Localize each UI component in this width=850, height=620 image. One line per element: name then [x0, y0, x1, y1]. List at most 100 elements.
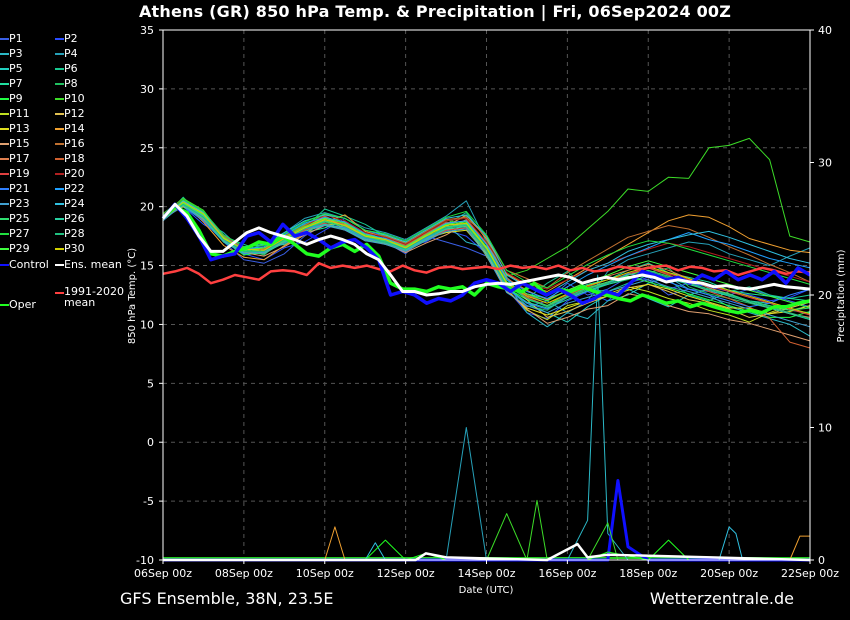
x-axis-label: Date (UTC)	[459, 585, 514, 596]
legend-swatch	[55, 248, 64, 250]
legend-swatch	[55, 203, 64, 205]
y-right-tick-label: 10	[818, 422, 832, 435]
temperature-series	[161, 137, 811, 349]
y-tick-label: 25	[140, 142, 154, 155]
member-line-p28	[162, 203, 811, 320]
y-axis-label-left: 850 hPa Temp. (°C)	[127, 248, 138, 344]
legend-swatch	[55, 292, 64, 294]
legend-label: P23	[9, 197, 30, 210]
legend-label: P7	[9, 77, 23, 90]
legend-swatch	[0, 158, 9, 160]
y-tick-label: 10	[140, 318, 154, 331]
legend-swatch	[55, 158, 64, 160]
legend-label: P9	[9, 92, 23, 105]
legend-label: P25	[9, 212, 30, 225]
legend-label: P4	[64, 47, 78, 60]
legend-label: P14	[64, 122, 85, 135]
legend-swatch	[55, 68, 64, 70]
legend-swatch	[55, 173, 64, 175]
legend-swatch	[0, 264, 9, 266]
legend-swatch	[0, 143, 9, 145]
legend-label: P28	[64, 227, 85, 240]
legend-label: P16	[64, 137, 85, 150]
legend-label: P8	[64, 77, 78, 90]
legend-label: P27	[9, 227, 30, 240]
legend-swatch	[0, 203, 9, 205]
legend-label: P2	[64, 32, 78, 45]
y-tick-label: 5	[147, 377, 154, 390]
legend-label: P6	[64, 62, 78, 75]
x-tick-label: 22Sep 00z	[781, 567, 839, 580]
legend-label: P10	[64, 92, 85, 105]
ens-mean-line	[161, 202, 811, 297]
legend-swatch	[0, 113, 9, 115]
legend-swatch	[55, 83, 64, 85]
y-tick-label: 30	[140, 83, 154, 96]
legend-label: P20	[64, 167, 85, 180]
legend-swatch	[0, 173, 9, 175]
legend-swatch	[55, 264, 64, 266]
x-tick-label: 08Sep 00z	[215, 567, 273, 580]
x-tick-label: 10Sep 00z	[296, 567, 354, 580]
y-tick-label: 35	[140, 24, 154, 37]
legend-label: P15	[9, 137, 30, 150]
legend-label: P11	[9, 107, 30, 120]
legend-swatch	[55, 143, 64, 145]
chart-title: Athens (GR) 850 hPa Temp. & Precipitatio…	[138, 2, 732, 21]
x-tick-label: 18Sep 00z	[619, 567, 677, 580]
legend-label: P5	[9, 62, 23, 75]
legend-swatch	[55, 218, 64, 220]
control-line	[161, 202, 811, 305]
x-tick-label: 20Sep 00z	[700, 567, 758, 580]
footer-model-info: GFS Ensemble, 38N, 23.5E	[120, 589, 334, 608]
climate-mean-line	[162, 261, 811, 285]
x-tick-label: 16Sep 00z	[538, 567, 596, 580]
legend-label: P13	[9, 122, 30, 135]
legend-swatch	[0, 128, 9, 130]
legend-label: 1991-2020	[64, 285, 124, 298]
x-tick-label: 06Sep 00z	[134, 567, 192, 580]
legend-swatch	[55, 38, 64, 40]
legend-label: P29	[9, 242, 30, 255]
legend-label: P19	[9, 167, 30, 180]
footer-site-name: Wetterzentrale.de	[649, 589, 794, 608]
legend-label: P24	[64, 197, 85, 210]
legend-swatch	[55, 233, 64, 235]
x-tick-label: 14Sep 00z	[458, 567, 516, 580]
legend-swatch	[0, 304, 9, 306]
legend-label: Ens. mean	[64, 258, 122, 271]
legend-swatch	[55, 53, 64, 55]
legend-swatch	[0, 188, 9, 190]
y-tick-label: -10	[136, 554, 154, 567]
y-tick-label: 0	[147, 436, 154, 449]
legend-label: Control	[9, 258, 49, 271]
legend-label: P18	[64, 152, 85, 165]
legend-swatch	[0, 83, 9, 85]
legend-swatch	[0, 38, 9, 40]
legend-swatch	[55, 128, 64, 130]
legend-label: P3	[9, 47, 23, 60]
legend-swatch	[0, 68, 9, 70]
member-line-p26	[162, 205, 811, 321]
y-right-tick-label: 30	[818, 157, 832, 170]
y-right-tick-label: 20	[818, 289, 832, 302]
legend-label: P22	[64, 182, 85, 195]
axes: 35 30 25 20 15 10 5 0 -5 -10 40 30 20 10 0 06Sep 00z 08S…	[134, 24, 839, 580]
y-right-tick-label: 0	[818, 554, 825, 567]
legend-swatch	[0, 53, 9, 55]
legend-swatch	[55, 188, 64, 190]
legend-swatch	[0, 248, 9, 250]
legend: P1 P2 P3 P4 P5 P6 P7 P8 P9 P10 P11 P12 P13 P14 P15 P16 P…	[0, 32, 135, 322]
legend-swatch	[0, 218, 9, 220]
legend-label: P12	[64, 107, 85, 120]
legend-swatch	[0, 98, 9, 100]
legend-label: P1	[9, 32, 23, 45]
legend-label-line2: mean	[64, 296, 96, 309]
legend-swatch	[0, 233, 9, 235]
y-tick-label: 20	[140, 201, 154, 214]
legend-swatch	[55, 98, 64, 100]
legend-label: P21	[9, 182, 30, 195]
legend-swatch	[55, 113, 64, 115]
member-line-p3	[162, 200, 811, 337]
